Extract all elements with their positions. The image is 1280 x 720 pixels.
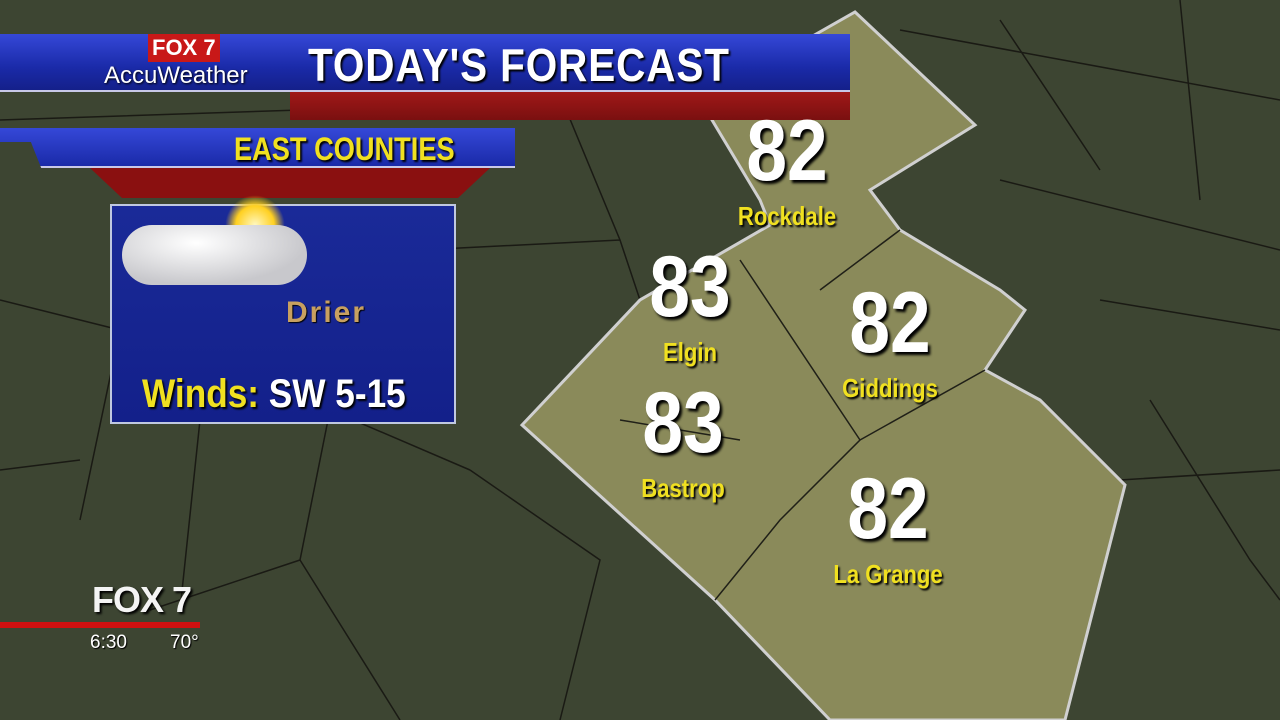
- page-title: TODAY'S FORECAST: [308, 39, 730, 91]
- city-temp: 82: [849, 275, 931, 371]
- subtitle-banner: [0, 128, 515, 168]
- title-banner-accent: [290, 92, 850, 120]
- fox7-logo: FOX 7: [148, 34, 220, 62]
- city-giddings: 82 Giddings: [810, 274, 970, 404]
- highlighted-counties: [519, 10, 1127, 720]
- winds-value: SW 5-15: [268, 372, 406, 416]
- city-temp: 83: [642, 375, 724, 471]
- city-name: La Grange: [833, 559, 943, 589]
- subtitle-accent: [90, 168, 490, 198]
- city-temp: 82: [746, 103, 828, 199]
- station-bug-logo: FOX 7: [92, 579, 192, 620]
- cloud-icon: [122, 225, 307, 285]
- city-name: Bastrop: [641, 473, 725, 503]
- current-temperature: 70°: [170, 632, 199, 653]
- city-elgin: 83 Elgin: [610, 238, 770, 368]
- current-time: 6:30: [90, 632, 127, 653]
- winds-label: Winds:: [142, 372, 259, 416]
- station-bug-bar: [0, 622, 200, 628]
- city-bastrop: 83 Bastrop: [603, 374, 763, 504]
- region-subtitle: EAST COUNTIES: [234, 131, 455, 167]
- city-name: Giddings: [842, 373, 938, 403]
- accuweather-logo: AccuWeather: [104, 62, 248, 89]
- title-banner: [0, 34, 850, 92]
- winds-readout: Winds: SW 5-15: [142, 372, 406, 417]
- city-name: Elgin: [662, 337, 718, 367]
- city-la-grange: 82 La Grange: [808, 460, 968, 590]
- condition-text: Drier: [286, 296, 367, 329]
- city-temp: 83: [649, 239, 731, 335]
- brand-text: FOX 7: [152, 35, 216, 60]
- city-temp: 82: [847, 461, 929, 557]
- city-rockdale: 82 Rockdale: [707, 102, 867, 232]
- city-name: Rockdale: [737, 201, 837, 231]
- highlight-county-borders: [619, 229, 986, 601]
